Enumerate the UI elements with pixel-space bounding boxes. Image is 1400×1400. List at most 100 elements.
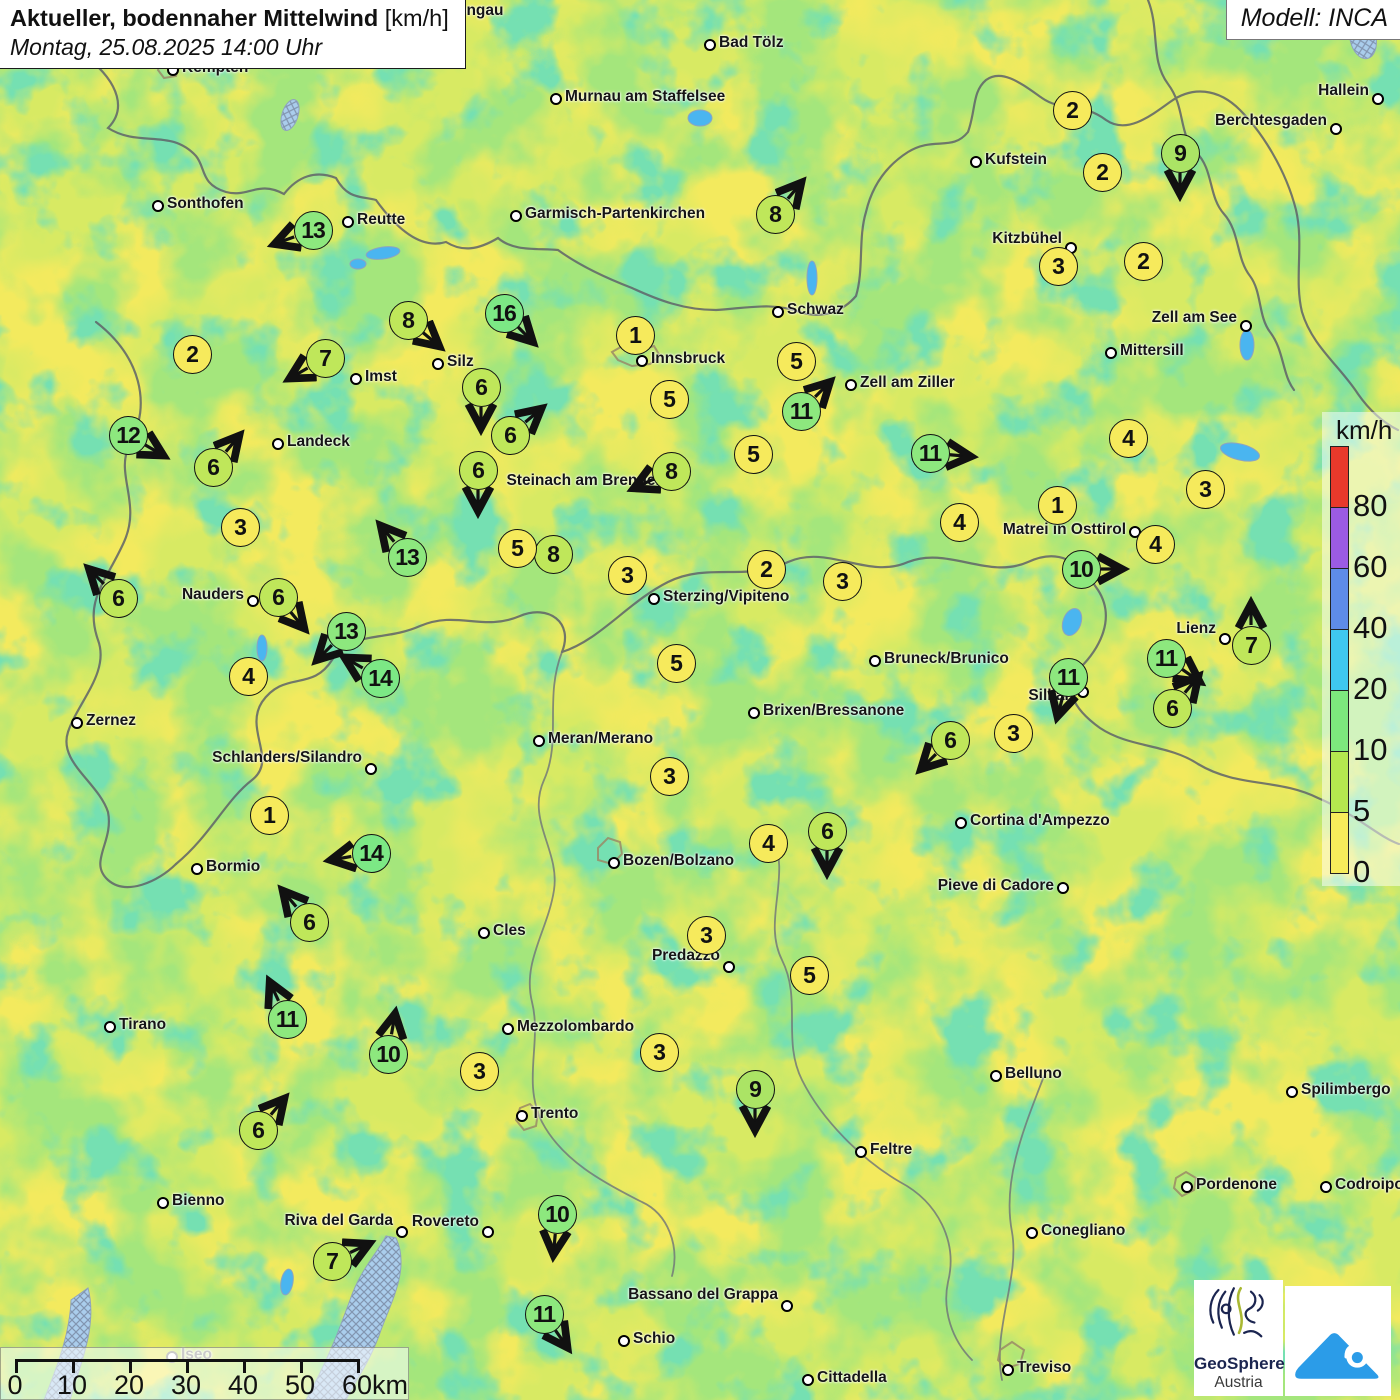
scale-label: 50 [284,1370,316,1400]
legend-tick-label: 60 [1353,549,1388,584]
city-dot [845,379,857,391]
city-label: Brixen/Bressanone [763,702,905,719]
wind-marker: 12 [108,415,148,455]
wind-marker: 1 [615,315,655,355]
city-label: Imst [365,368,397,385]
city-label: Berchtesgaden [1215,112,1327,129]
wind-direction-arrow [634,479,653,488]
scale-label: 60km [341,1370,409,1400]
city-dot [869,655,881,667]
wind-marker: 8 [533,534,573,574]
wind-direction-arrow [274,237,294,244]
city-dot [533,735,545,747]
city-label: Murnau am Staffelsee [565,88,726,105]
legend-segment: 5 [1331,752,1370,828]
scale-tick [15,1359,18,1373]
wind-marker: 2 [1052,90,1092,130]
city-dot [152,200,164,212]
wind-marker: 2 [1123,241,1163,281]
city-dot [1286,1086,1298,1098]
city-label: Trento [531,1105,579,1122]
city-dot [855,1146,867,1158]
wind-marker: 5 [789,955,829,995]
city-label: Mezzolombardo [517,1018,635,1035]
city-label: Bruneck/Brunico [884,650,1009,667]
city-dot [704,39,716,51]
scale-label: 10 [56,1370,88,1400]
legend-tick-label: 40 [1353,610,1388,645]
wind-marker: 11 [267,999,307,1039]
city-dot [955,817,967,829]
wind-direction-arrow [815,382,830,397]
page-title: Aktueller, bodennaher Mittelwind [km/h] [10,5,449,31]
wind-direction-arrow [788,183,801,199]
city-label: Sonthofen [167,195,244,212]
city-dot [157,1197,169,1209]
city-dot [502,1023,514,1035]
wind-marker: 11 [1048,657,1088,697]
city-label: Rovereto [411,1213,479,1230]
city-dot [272,438,284,450]
city-label: Spilimbergo [1301,1081,1391,1098]
wind-marker: 5 [656,643,696,683]
city-label: Cles [493,922,526,939]
geosphere-name: GeoSphere [1194,1354,1285,1373]
wind-direction-arrow [518,327,533,342]
legend-unit: km/h [1336,415,1393,445]
scale-tick [186,1359,189,1373]
wind-direction-arrow [226,436,239,452]
city-label: Lienz [1176,620,1216,637]
city-label: Schwaz [787,301,844,318]
city-label: Codroipo [1335,1176,1400,1193]
legend-segment: 80 [1331,447,1387,523]
city-label: Bassano del Grappa [628,1286,778,1303]
wind-marker: 6 [193,447,233,487]
city-dot [1240,320,1252,332]
wind-marker: 14 [360,658,400,698]
wind-marker: 6 [1152,688,1192,728]
legend-segment: 40 [1331,569,1387,645]
city-dot [104,1021,116,1033]
scale-tick [243,1359,246,1373]
legend-tick-label: 20 [1353,671,1388,706]
wind-marker: 4 [748,823,788,863]
legend-tick-label: 5 [1353,793,1371,828]
city-label: Nauders [181,586,244,603]
city-dot [802,1374,814,1386]
city-dot [1372,93,1384,105]
wind-marker: 5 [649,379,689,419]
scale-tick [129,1359,132,1373]
scale-tick [300,1359,303,1373]
wind-marker: 6 [930,720,970,760]
wind-marker: 13 [387,537,427,577]
wind-direction-arrow [271,1099,284,1115]
timestamp: Montag, 25.08.2025 14:00 Uhr [10,34,323,60]
wind-direction-arrow [391,1014,395,1035]
wind-marker: 11 [910,433,950,473]
city-dot [723,961,735,973]
city-label: Mittersill [1120,342,1184,359]
wind-marker: 1 [1037,485,1077,525]
wind-marker: 4 [939,502,979,542]
wind-marker: 2 [746,549,786,589]
city-label: Belluno [1005,1065,1062,1082]
wind-direction-arrow [525,409,541,422]
city-dot [478,927,490,939]
city-label: Zell am Ziller [860,374,955,391]
wind-direction-arrow [145,445,163,456]
city-dot [247,595,259,607]
city-dot [608,857,620,869]
city-dot [990,1070,1002,1082]
city-label: Silz [447,353,474,370]
wind-marker: 3 [1038,246,1078,286]
wind-marker: 6 [461,367,501,407]
city-label: Zell am See [1151,309,1237,326]
city-dot [365,763,377,775]
wind-marker: 3 [639,1032,679,1072]
city-dot [748,707,760,719]
wind-marker: 9 [735,1069,775,1109]
wind-marker: 11 [781,391,821,431]
wind-marker: 6 [458,450,498,490]
city-label: Zernez [86,712,136,729]
